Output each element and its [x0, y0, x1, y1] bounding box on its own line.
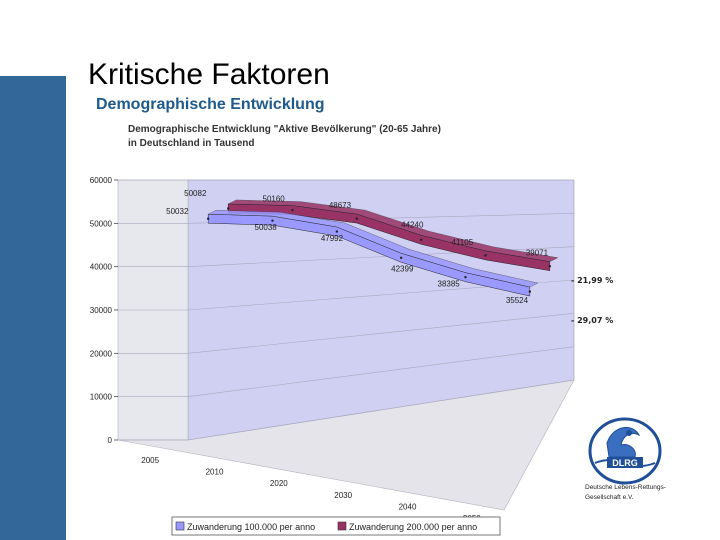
data-point	[464, 275, 467, 279]
data-label: 50038	[255, 223, 278, 232]
data-point	[335, 230, 339, 233]
data-label: 48673	[329, 201, 352, 210]
data-point	[419, 238, 423, 241]
series-layer	[206, 199, 559, 297]
logo-org-line2: Gesellschaft e.V.	[585, 494, 634, 501]
data-point	[528, 290, 532, 293]
chart-title-line2: in Deutschland in Tausend	[128, 138, 255, 149]
data-label: 42399	[391, 264, 414, 273]
sidebar-bar	[0, 76, 66, 540]
data-label: 50082	[184, 189, 207, 198]
data-labels: 50082 50160 48673 44240 41105 39071 50032 50038…	[166, 189, 548, 305]
series-line	[207, 213, 531, 297]
legend-box	[171, 516, 501, 536]
legend-swatch-200k	[337, 521, 347, 531]
slide-title: Kritische Faktoren	[88, 58, 330, 91]
data-point	[484, 254, 487, 257]
x-tick-label: 2020	[270, 479, 288, 488]
x-tick-label: 2005	[141, 456, 159, 465]
change-label-200k: - 21,99 %	[571, 276, 613, 285]
change-label-100k: - 29,07 %	[571, 316, 613, 325]
y-axis-ticks: 60000 50000 40000 30000 20000 10000 0	[90, 176, 118, 445]
gridline-back	[187, 379, 575, 441]
chart-title-line1: Demographische Entwicklung "Aktive Bevöl…	[128, 124, 441, 135]
legend-label-200k: Zuwanderung 200.000 per anno	[349, 522, 477, 532]
logo-org-line1: Deutsche Lebens-Rettungs-	[585, 484, 666, 491]
gridline-back	[187, 313, 575, 354]
legend-swatch-100k	[175, 521, 185, 531]
data-label: 47992	[321, 234, 344, 243]
data-label: 50160	[263, 195, 286, 204]
data-label: 50032	[166, 207, 189, 216]
data-point	[206, 217, 210, 220]
line-chart: 60000 50000 40000 30000 20000 10000 0 2005 2010…	[90, 124, 613, 536]
y-tick-label: 0	[108, 436, 113, 445]
data-point	[271, 219, 274, 222]
x-tick-label: 2010	[206, 468, 224, 477]
data-label: 35524	[506, 296, 529, 305]
y-tick-label: 30000	[90, 306, 113, 315]
data-point	[291, 208, 294, 212]
data-point	[226, 207, 230, 210]
data-label: 39071	[526, 249, 549, 258]
slide-subtitle: Demographische Entwicklung	[96, 96, 325, 113]
data-label: 38385	[438, 280, 461, 289]
y-tick-label: 10000	[90, 393, 113, 402]
y-tick-label: 40000	[90, 263, 113, 272]
gridline-back	[187, 346, 575, 397]
logo-text: DLRG	[612, 458, 638, 468]
data-point	[355, 217, 359, 220]
dlrg-logo: DLRG Deutsche Lebens-Rettungs- Gesellsch…	[585, 417, 666, 501]
data-point	[399, 256, 403, 259]
y-tick-label: 60000	[90, 176, 113, 185]
data-label: 41105	[452, 238, 474, 247]
data-point	[548, 264, 552, 268]
data-label: 44240	[401, 220, 424, 229]
x-tick-label: 2040	[399, 503, 417, 512]
legend-label-100k: Zuwanderung 100.000 per anno	[187, 522, 315, 532]
x-tick-label: 2030	[334, 491, 352, 500]
y-tick-label: 20000	[90, 349, 113, 358]
y-tick-label: 50000	[90, 219, 113, 228]
